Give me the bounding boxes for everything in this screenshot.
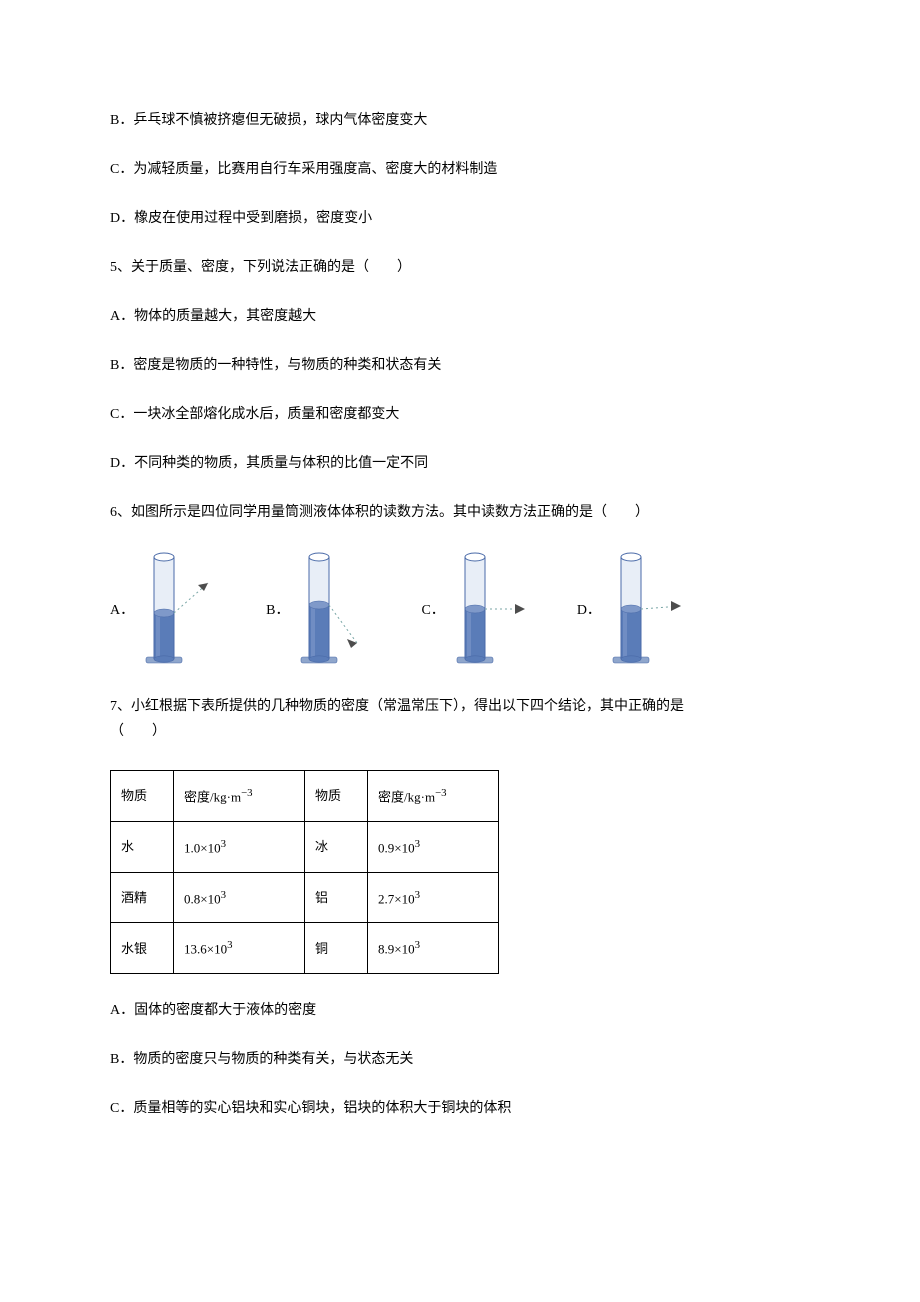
q6-option-c: C． [421,551,534,666]
th-density-1: 密度/kg·m−3 [174,771,305,822]
q7-stem-line2: （ ） [110,721,810,742]
cell-sub: 水银 [111,923,174,974]
q6-label-c: C． [421,600,444,666]
q5-option-a: A．物体的质量越大，其密度越大 [110,306,810,327]
th-density-1-prefix: 密度/ [184,789,214,804]
q6-label-d: D． [577,600,601,666]
cell-sub: 水 [111,821,174,872]
th-density-2-prefix: 密度/ [378,789,408,804]
cell-sub: 铝 [305,872,368,923]
cell-den: 2.7×103 [368,872,499,923]
q4-option-b: B．乒乓球不慎被挤瘪但无破损，球内气体密度变大 [110,110,810,131]
cylinder-c-svg [451,551,535,666]
q6-figure-a [140,551,224,666]
cell-den-val: 8.9×10 [378,942,415,957]
table-header-row: 物质 密度/kg·m−3 物质 密度/kg·m−3 [111,771,499,822]
th-density-2-unit: kg·m [408,789,435,804]
q6-figure-c [451,551,535,666]
cylinder-a-svg [140,551,224,666]
cell-den-val: 0.9×10 [378,840,415,855]
cell-den: 13.6×103 [174,923,305,974]
q6-figure-b [295,551,379,666]
q6-label-a: A． [110,600,134,666]
q7-option-c: C．质量相等的实心铝块和实心铜块，铝块的体积大于铜块的体积 [110,1098,810,1119]
th-density-2: 密度/kg·m−3 [368,771,499,822]
cell-den-val: 13.6×10 [184,942,227,957]
cell-den-val: 1.0×10 [184,840,221,855]
q7-option-b: B．物质的密度只与物质的种类有关，与状态无关 [110,1049,810,1070]
q4-option-c: C．为减轻质量，比赛用自行车采用强度高、密度大的材料制造 [110,159,810,180]
table-row: 水 1.0×103 冰 0.9×103 [111,821,499,872]
th-density-1-unit: kg·m [214,789,241,804]
density-table: 物质 密度/kg·m−3 物质 密度/kg·m−3 水 1.0×103 冰 0.… [110,770,499,974]
th-density-1-exp: −3 [241,787,253,799]
cell-sub: 铜 [305,923,368,974]
cell-den-exp: 3 [227,939,232,951]
cell-den: 1.0×103 [174,821,305,872]
q6-figure-d [607,551,691,666]
q6-label-b: B． [266,600,289,666]
q5-option-c: C．一块冰全部熔化成水后，质量和密度都变大 [110,404,810,425]
q6-options: A． B． C． D． [110,551,810,666]
th-substance-1: 物质 [111,771,174,822]
table-row: 酒精 0.8×103 铝 2.7×103 [111,872,499,923]
cylinder-d-svg [607,551,691,666]
cell-sub: 酒精 [111,872,174,923]
cell-den: 0.9×103 [368,821,499,872]
page: B．乒乓球不慎被挤瘪但无破损，球内气体密度变大 C．为减轻质量，比赛用自行车采用… [0,0,920,1302]
th-density-2-exp: −3 [435,787,447,799]
q5-option-d: D．不同种类的物质，其质量与体积的比值一定不同 [110,453,810,474]
cell-den-exp: 3 [221,889,226,901]
cell-den-val: 0.8×10 [184,891,221,906]
cell-den-exp: 3 [415,838,420,850]
cell-den: 0.8×103 [174,872,305,923]
cell-sub: 冰 [305,821,368,872]
q4-option-d: D．橡皮在使用过程中受到磨损，密度变小 [110,208,810,229]
q6-option-d: D． [577,551,691,666]
q5-stem: 5、关于质量、密度，下列说法正确的是（ ） [110,257,810,278]
cell-den-exp: 3 [415,889,420,901]
q7-stem-line1: 7、小红根据下表所提供的几种物质的密度（常温常压下），得出以下四个结论，其中正确… [110,696,810,717]
th-substance-2: 物质 [305,771,368,822]
table-row: 水银 13.6×103 铜 8.9×103 [111,923,499,974]
q6-stem: 6、如图所示是四位同学用量筒测液体体积的读数方法。其中读数方法正确的是（ ） [110,502,810,523]
cell-den-val: 2.7×10 [378,891,415,906]
q7-option-a: A．固体的密度都大于液体的密度 [110,1000,810,1021]
cell-den: 8.9×103 [368,923,499,974]
cell-den-exp: 3 [415,939,420,951]
cylinder-b-svg [295,551,379,666]
q5-option-b: B．密度是物质的一种特性，与物质的种类和状态有关 [110,355,810,376]
q6-option-b: B． [266,551,379,666]
q6-option-a: A． [110,551,224,666]
cell-den-exp: 3 [221,838,226,850]
